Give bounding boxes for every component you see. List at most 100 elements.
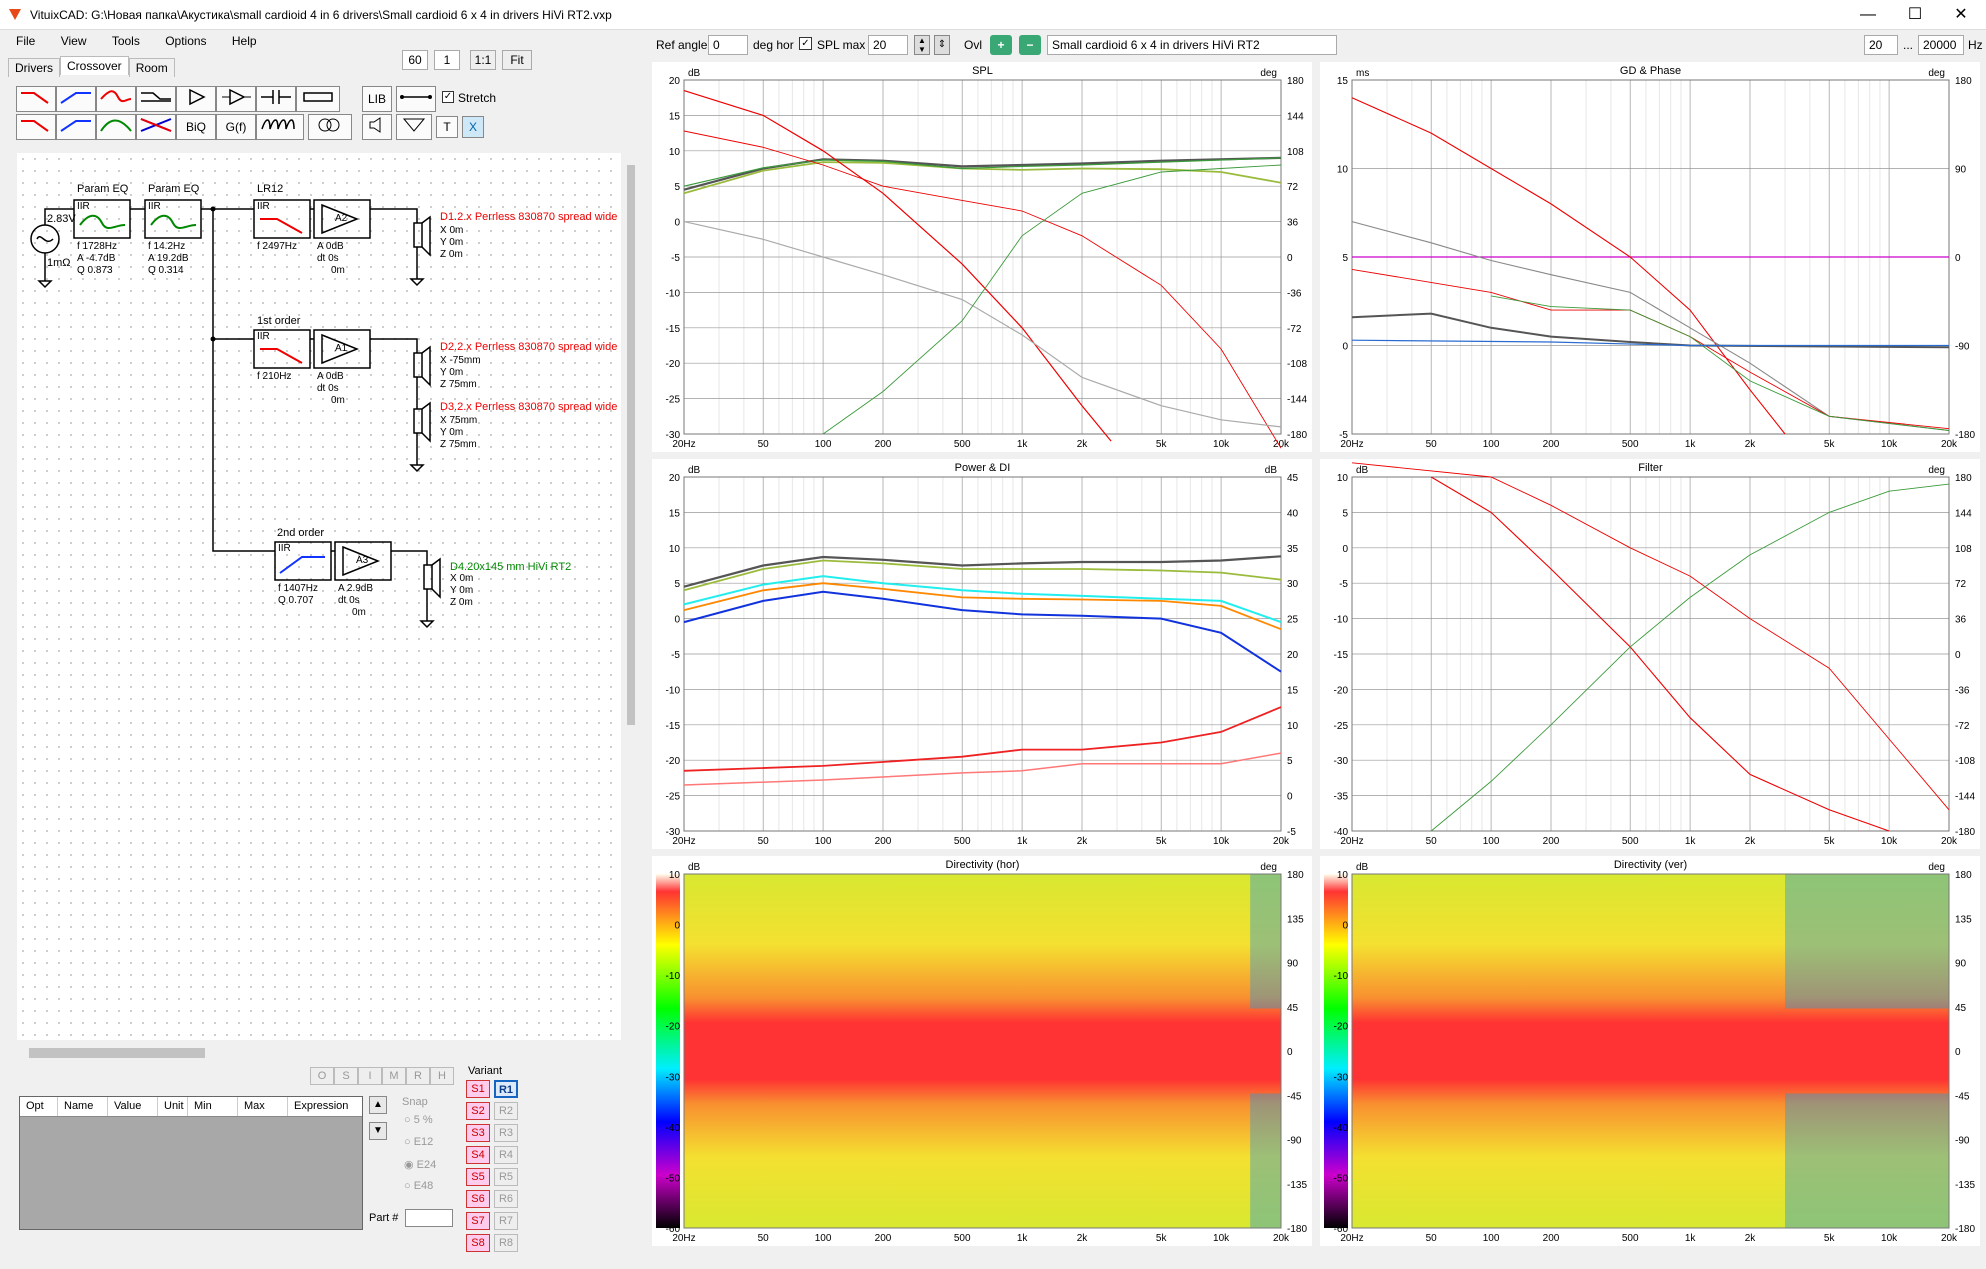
bandpass-icon[interactable]	[96, 114, 136, 140]
directivity-ver-chart[interactable]: Directivity (ver)dB deg100-10-20-30-40-50…	[1320, 856, 1980, 1246]
menu-view[interactable]: View	[60, 34, 87, 48]
spl-spinner-icon[interactable]: ▲ ▼	[914, 35, 930, 55]
overlay-add-icon[interactable]: +	[990, 35, 1012, 55]
variant-s6[interactable]: S6	[466, 1190, 490, 1208]
menu-file[interactable]: File	[16, 34, 36, 48]
opt-m-button[interactable]: M	[382, 1067, 406, 1085]
gf-button[interactable]: G(f)	[216, 114, 256, 140]
part-number-input[interactable]	[405, 1209, 453, 1227]
opt-h-button[interactable]: H	[430, 1067, 454, 1085]
variant-s4[interactable]: S4	[466, 1146, 490, 1164]
shelf-icon[interactable]	[136, 86, 176, 112]
move-down-icon[interactable]: ▼	[369, 1122, 387, 1140]
variant-r7[interactable]: R7	[494, 1212, 518, 1230]
variant-s2[interactable]: S2	[466, 1102, 490, 1120]
delete-button[interactable]: X	[462, 116, 484, 138]
variant-s8[interactable]: S8	[466, 1234, 490, 1252]
minimize-icon[interactable]: —	[1860, 6, 1876, 23]
spl-max-checkbox[interactable]: ✓	[799, 37, 812, 50]
snap-e24[interactable]: ◉ E24	[404, 1159, 437, 1171]
opt-o-button[interactable]: O	[310, 1067, 334, 1085]
directivity-map[interactable]	[684, 874, 1281, 1228]
close-icon[interactable]: ✕	[1954, 6, 1968, 23]
variant-s1[interactable]: S1	[466, 1080, 490, 1098]
x-tick-label: 200	[875, 836, 892, 847]
project-name-field[interactable]: Small cardioid 6 x 4 in drivers HiVi RT2	[1047, 35, 1337, 55]
horizontal-scroll-thumb[interactable]	[29, 1048, 205, 1058]
variant-s5[interactable]: S5	[466, 1168, 490, 1186]
ref-angle-input[interactable]: 0	[708, 35, 748, 55]
vertical-scroll-thumb[interactable]	[627, 165, 635, 725]
menu-tools[interactable]: Tools	[111, 34, 140, 48]
freq-max-input[interactable]: 20000	[1918, 35, 1964, 55]
snap-e48[interactable]: ○ E48	[404, 1180, 434, 1192]
a1-z: 0m	[331, 395, 345, 406]
directivity-hor-chart[interactable]: Directivity (hor)dB deg100-10-20-30-40-50…	[652, 856, 1312, 1246]
buffer-icon[interactable]	[216, 86, 256, 112]
bandpass-peq-icon[interactable]	[96, 86, 136, 112]
notch-icon[interactable]	[136, 114, 176, 140]
directivity-map[interactable]	[1352, 874, 1949, 1228]
range-expand-icon[interactable]: ⇕	[934, 35, 950, 55]
a2-gain: A 0dB	[317, 241, 344, 252]
zoom-1to1-button[interactable]: 1:1	[470, 50, 496, 70]
opt-s-button[interactable]: S	[334, 1067, 358, 1085]
speaker-icon[interactable]	[362, 114, 392, 140]
highpass1-icon[interactable]	[56, 114, 96, 140]
tab-crossover[interactable]: Crossover	[60, 56, 129, 75]
lowpass-icon[interactable]	[16, 86, 56, 112]
right-unit: deg	[1928, 465, 1945, 476]
snap-e12[interactable]: ○ E12	[404, 1136, 434, 1148]
optimizer-table[interactable]: Opt Name Value Unit Min Max Expression	[19, 1096, 363, 1230]
freq-min-input[interactable]: 20	[1864, 35, 1898, 55]
menu-options[interactable]: Options	[165, 34, 207, 48]
lowpass1-icon[interactable]	[16, 114, 56, 140]
inductor-icon[interactable]	[256, 114, 304, 140]
variant-r6[interactable]: R6	[494, 1190, 518, 1208]
biquad-button[interactable]: BiQ	[176, 114, 216, 140]
variant-r8[interactable]: R8	[494, 1234, 518, 1252]
opt-i-button[interactable]: I	[358, 1067, 382, 1085]
variant-r2[interactable]: R2	[494, 1102, 518, 1120]
variant-s7[interactable]: S7	[466, 1212, 490, 1230]
capacitor-icon[interactable]	[256, 86, 296, 112]
variant-r4[interactable]: R4	[494, 1146, 518, 1164]
library-button[interactable]: LIB	[362, 86, 392, 112]
vertical-scrollbar[interactable]	[624, 153, 638, 1040]
snap-5pct[interactable]: ○ 5 %	[404, 1114, 433, 1126]
wire-icon[interactable]	[396, 86, 436, 112]
menu-help[interactable]: Help	[231, 34, 257, 48]
horizontal-scrollbar[interactable]	[17, 1045, 621, 1059]
opt-r-button[interactable]: R	[406, 1067, 430, 1085]
tab-room[interactable]: Room	[128, 58, 175, 77]
schematic-canvas[interactable]: 2.83V 1mΩ Param EQ IIR f 1728Hz A -4.7dB…	[17, 153, 621, 1040]
peq2-f: f 14.2Hz	[148, 241, 186, 252]
zoom-fit-button[interactable]: Fit	[502, 50, 532, 70]
variant-r1[interactable]: R1	[494, 1080, 518, 1098]
y2-tick-label: -45	[1287, 1091, 1302, 1102]
resistor-icon[interactable]	[296, 86, 340, 112]
ground-icon[interactable]	[396, 114, 432, 140]
spl-max-input[interactable]: 20	[868, 35, 908, 55]
maximize-icon[interactable]: ☐	[1907, 6, 1923, 23]
transformer-icon[interactable]	[308, 114, 352, 140]
variant-s3[interactable]: S3	[466, 1124, 490, 1142]
move-up-icon[interactable]: ▲	[369, 1096, 387, 1114]
tab-drivers[interactable]: Drivers	[8, 58, 60, 77]
text-button[interactable]: T	[436, 116, 458, 138]
variant-r5[interactable]: R5	[494, 1168, 518, 1186]
highpass-icon[interactable]	[56, 86, 96, 112]
grid-size-field[interactable]: 60	[402, 50, 428, 70]
variant-r3[interactable]: R3	[494, 1124, 518, 1142]
curve-2	[683, 575, 1282, 624]
y-tick-label: 10	[669, 870, 681, 881]
stretch-checkbox[interactable]: ✓	[442, 91, 454, 103]
snap-field[interactable]: 1	[434, 50, 460, 70]
optimizer-header: Opt Name Value Unit Min Max Expression	[20, 1097, 362, 1117]
amplifier-icon[interactable]	[176, 86, 216, 112]
overlay-remove-icon[interactable]: −	[1019, 35, 1041, 55]
